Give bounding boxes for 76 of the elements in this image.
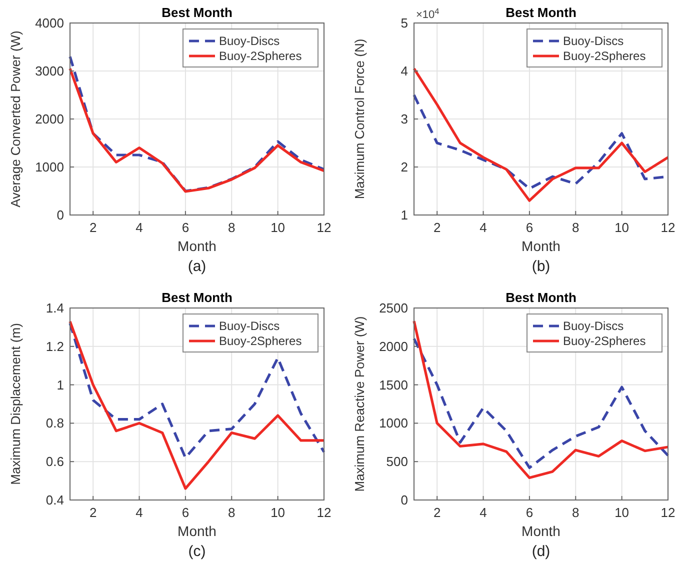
x-tick-label: 2 — [433, 505, 441, 520]
legend-label: Buoy-2Spheres — [563, 334, 646, 348]
y-axis-title: Maximum Displacement (m) — [8, 323, 23, 485]
y-tick-label: 1 — [56, 377, 64, 392]
x-tick-label: 4 — [136, 220, 143, 235]
chart-title: Best Month — [506, 290, 576, 305]
y-tick-label: 0.4 — [46, 492, 64, 508]
legend-label: Buoy-2Spheres — [563, 49, 646, 63]
x-tick-label: 12 — [660, 505, 676, 520]
x-tick-label: 2 — [89, 220, 97, 235]
y-tick-label: 5 — [400, 16, 408, 30]
x-tick-label: 10 — [270, 220, 286, 235]
legend-label: Buoy-Discs — [219, 319, 280, 333]
line-series — [68, 320, 326, 490]
x-tick-label: 12 — [316, 220, 332, 235]
text: ×10$^{4}$ — [416, 6, 440, 21]
x-axis-title: Month — [522, 238, 560, 254]
x-tick-label: 12 — [660, 220, 676, 235]
x-tick-label: 6 — [526, 505, 534, 520]
legend-label: Buoy-Discs — [563, 34, 624, 48]
y-tick-label: 2000 — [35, 112, 64, 126]
text: (c) — [188, 543, 206, 560]
y-tick-label: 0 — [400, 492, 408, 508]
y-tick-label: 1000 — [35, 160, 64, 174]
y-tick-label: 1000 — [379, 416, 408, 431]
legend-label: Buoy-Discs — [563, 319, 624, 333]
y-tick-label: 3 — [400, 112, 408, 126]
y-tick-label: 2 — [400, 160, 408, 174]
y-tick-label: 0.8 — [46, 416, 64, 431]
x-tick-label: 4 — [136, 505, 143, 520]
x-tick-label: 10 — [270, 505, 286, 520]
x-axis-title: Month — [178, 238, 216, 254]
chart-title: Best Month — [162, 5, 232, 20]
text: (d) — [532, 543, 550, 560]
x-tick-label: 10 — [614, 220, 630, 235]
x-axis-title: Month — [522, 523, 560, 539]
y-tick-label: 4 — [400, 64, 408, 78]
y-axis-title: Average Converted Power (W) — [8, 30, 23, 208]
text: (a) — [188, 258, 206, 275]
x-tick-label: 8 — [228, 220, 236, 235]
y-axis-title: Maximum Reactive Power (W) — [352, 316, 367, 492]
text: (b) — [532, 258, 550, 275]
chart-title: Best Month — [506, 5, 576, 20]
x-tick-label: 4 — [480, 505, 487, 520]
y-tick-label: 1500 — [379, 377, 408, 392]
y-tick-label: 0 — [56, 208, 64, 222]
y-tick-label: 1.4 — [46, 300, 64, 316]
x-tick-label: 2 — [433, 220, 441, 235]
y-tick-label: 2000 — [379, 338, 408, 354]
line-series — [412, 67, 670, 202]
legend-label: Buoy-2Spheres — [219, 49, 302, 63]
line-series — [412, 320, 670, 480]
legend-label: Buoy-Discs — [219, 34, 280, 48]
x-tick-label: 12 — [316, 505, 332, 520]
y-tick-label: 1.2 — [46, 338, 64, 354]
line-series — [412, 337, 670, 470]
y-tick-label: 2500 — [379, 300, 408, 316]
x-tick-label: 4 — [480, 220, 487, 235]
x-tick-label: 8 — [572, 220, 580, 235]
y-tick-label: 0.6 — [46, 454, 64, 470]
x-tick-label: 8 — [228, 505, 236, 520]
line-series — [68, 322, 326, 460]
x-axis-title: Month — [178, 523, 216, 539]
x-tick-label: 2 — [89, 505, 97, 520]
y-tick-label: 1 — [400, 208, 408, 222]
legend-label: Buoy-2Spheres — [219, 334, 302, 348]
y-tick-label: 4000 — [35, 16, 64, 30]
chart-title: Best Month — [162, 290, 232, 305]
y-axis-title: Maximum Control Force (N) — [352, 38, 367, 200]
x-tick-label: 6 — [526, 220, 534, 235]
x-tick-label: 10 — [614, 505, 630, 520]
x-tick-label: 6 — [182, 220, 190, 235]
x-tick-label: 8 — [572, 505, 580, 520]
y-tick-label: 3000 — [35, 64, 64, 78]
y-tick-label: 500 — [386, 454, 408, 470]
x-tick-label: 6 — [182, 505, 190, 520]
